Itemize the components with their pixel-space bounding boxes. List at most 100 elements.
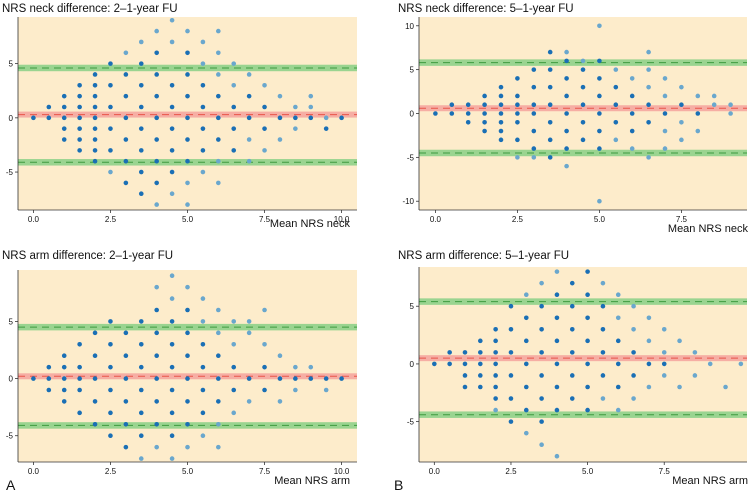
data-point-light [246, 319, 252, 324]
data-point [554, 407, 560, 413]
data-point [585, 384, 590, 390]
data-point-light [629, 76, 635, 81]
data-point [200, 364, 206, 370]
data-point [108, 148, 113, 153]
data-point [200, 126, 206, 131]
data-point [200, 83, 206, 88]
y-tick-label: -5 [407, 418, 415, 427]
data-point [482, 119, 487, 125]
data-point [585, 315, 590, 321]
data-point [169, 83, 175, 88]
data-point [482, 111, 487, 116]
data-point [216, 399, 221, 404]
data-point [108, 387, 113, 393]
data-point-light [246, 399, 252, 404]
data-point [185, 353, 190, 359]
data-point [308, 115, 314, 121]
data-point [61, 376, 67, 381]
data-point [539, 327, 544, 332]
data-point [231, 126, 237, 131]
data-point [465, 119, 471, 125]
data-point [564, 76, 569, 81]
data-point-light [169, 39, 175, 45]
data-point-light [631, 396, 636, 401]
data-point [169, 319, 175, 324]
x-tick-label: 2.5 [105, 467, 117, 476]
data-point-light [531, 155, 537, 160]
data-point-light [523, 430, 529, 436]
panel-label-a: A [6, 477, 16, 493]
data-point [92, 137, 98, 142]
data-point [92, 421, 98, 427]
data-point-light [185, 202, 190, 207]
data-point-light [523, 292, 529, 297]
data-point [564, 58, 569, 64]
data-point [200, 104, 206, 110]
data-point [547, 137, 553, 143]
data-point [216, 376, 221, 381]
data-point [523, 407, 529, 413]
data-point [185, 399, 190, 404]
data-point-light [262, 148, 267, 153]
data-point [154, 137, 159, 142]
data-point [169, 104, 175, 110]
data-point [523, 315, 529, 321]
data-point-light [277, 353, 283, 359]
data-point [231, 148, 237, 153]
data-point [498, 84, 504, 90]
data-point [597, 128, 602, 134]
data-point [478, 338, 483, 344]
data-point [523, 361, 529, 367]
data-point [585, 338, 590, 344]
data-point-light [216, 330, 221, 336]
data-point [46, 364, 52, 370]
data-point [92, 148, 98, 153]
data-point [61, 399, 67, 404]
y-tick-label: -10 [402, 197, 414, 206]
data-point [92, 126, 98, 131]
data-point [646, 361, 652, 367]
data-point [508, 419, 514, 424]
y-tick-label: -5 [6, 432, 14, 441]
data-point-light [169, 191, 175, 197]
data-point [92, 353, 98, 359]
data-point-light [154, 444, 159, 450]
data-point [77, 148, 82, 153]
x-tick-label: 10.0 [334, 215, 350, 224]
lower-loa-band [419, 149, 747, 157]
data-point [585, 269, 590, 274]
data-point [154, 180, 159, 186]
data-point-light [661, 327, 667, 332]
data-point [123, 93, 129, 99]
data-point [531, 111, 537, 116]
data-point-light [231, 319, 237, 324]
data-point [462, 373, 468, 378]
data-point-light [515, 155, 520, 160]
data-point [493, 327, 498, 332]
data-point [108, 104, 113, 110]
data-point-light [539, 442, 544, 447]
data-point-light [231, 83, 237, 88]
data-point [108, 364, 113, 370]
y-tick-label: 0 [410, 360, 415, 369]
data-point [138, 83, 144, 88]
data-point [46, 104, 52, 110]
data-point [138, 191, 144, 197]
y-tick-label: 0 [9, 375, 14, 384]
data-point [77, 115, 82, 121]
data-point [465, 102, 471, 108]
data-point-light [185, 180, 190, 186]
data-point [531, 146, 537, 151]
data-point [61, 387, 67, 393]
y-tick-label: 10 [405, 22, 414, 31]
data-point [61, 353, 67, 359]
data-point [77, 104, 82, 110]
data-point [585, 407, 590, 413]
y-tick-label: 0 [410, 110, 415, 119]
data-point-light [662, 146, 668, 151]
data-point [580, 102, 586, 108]
data-point [462, 350, 468, 355]
data-point-light [216, 28, 221, 34]
data-point [77, 93, 82, 99]
